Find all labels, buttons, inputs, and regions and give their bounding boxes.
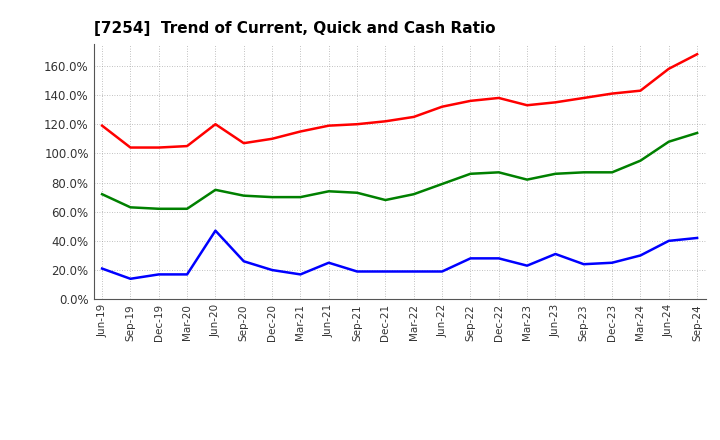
Cash Ratio: [126, 276, 135, 282]
Current Ratio: [353, 121, 361, 127]
Cash Ratio: [608, 260, 616, 265]
Quick Ratio: [580, 170, 588, 175]
Quick Ratio: [693, 130, 701, 136]
Cash Ratio: [665, 238, 673, 243]
Quick Ratio: [155, 206, 163, 212]
Quick Ratio: [608, 170, 616, 175]
Quick Ratio: [636, 158, 644, 163]
Quick Ratio: [466, 171, 474, 176]
Current Ratio: [155, 145, 163, 150]
Line: Cash Ratio: Cash Ratio: [102, 231, 697, 279]
Cash Ratio: [353, 269, 361, 274]
Current Ratio: [466, 98, 474, 103]
Current Ratio: [126, 145, 135, 150]
Quick Ratio: [126, 205, 135, 210]
Cash Ratio: [98, 266, 107, 271]
Current Ratio: [268, 136, 276, 141]
Cash Ratio: [183, 272, 192, 277]
Legend: Current Ratio, Quick Ratio, Cash Ratio: Current Ratio, Quick Ratio, Cash Ratio: [196, 438, 603, 440]
Current Ratio: [98, 123, 107, 128]
Current Ratio: [551, 100, 559, 105]
Current Ratio: [211, 121, 220, 127]
Current Ratio: [495, 95, 503, 101]
Quick Ratio: [495, 170, 503, 175]
Current Ratio: [608, 91, 616, 96]
Current Ratio: [325, 123, 333, 128]
Current Ratio: [410, 114, 418, 120]
Text: [7254]  Trend of Current, Quick and Cash Ratio: [7254] Trend of Current, Quick and Cash …: [94, 21, 495, 36]
Current Ratio: [381, 119, 390, 124]
Quick Ratio: [296, 194, 305, 200]
Cash Ratio: [523, 263, 531, 268]
Quick Ratio: [211, 187, 220, 192]
Quick Ratio: [665, 139, 673, 144]
Cash Ratio: [636, 253, 644, 258]
Current Ratio: [580, 95, 588, 101]
Current Ratio: [523, 103, 531, 108]
Line: Quick Ratio: Quick Ratio: [102, 133, 697, 209]
Quick Ratio: [98, 191, 107, 197]
Cash Ratio: [325, 260, 333, 265]
Current Ratio: [693, 51, 701, 57]
Cash Ratio: [551, 251, 559, 257]
Cash Ratio: [580, 261, 588, 267]
Quick Ratio: [551, 171, 559, 176]
Current Ratio: [665, 66, 673, 71]
Quick Ratio: [381, 198, 390, 203]
Current Ratio: [438, 104, 446, 110]
Cash Ratio: [155, 272, 163, 277]
Current Ratio: [183, 143, 192, 149]
Quick Ratio: [438, 181, 446, 187]
Current Ratio: [296, 129, 305, 134]
Quick Ratio: [523, 177, 531, 182]
Cash Ratio: [240, 259, 248, 264]
Cash Ratio: [466, 256, 474, 261]
Line: Current Ratio: Current Ratio: [102, 54, 697, 147]
Cash Ratio: [211, 228, 220, 233]
Quick Ratio: [325, 189, 333, 194]
Quick Ratio: [268, 194, 276, 200]
Cash Ratio: [438, 269, 446, 274]
Cash Ratio: [410, 269, 418, 274]
Cash Ratio: [495, 256, 503, 261]
Cash Ratio: [381, 269, 390, 274]
Cash Ratio: [268, 268, 276, 273]
Quick Ratio: [410, 191, 418, 197]
Quick Ratio: [183, 206, 192, 212]
Quick Ratio: [353, 190, 361, 195]
Quick Ratio: [240, 193, 248, 198]
Current Ratio: [636, 88, 644, 93]
Cash Ratio: [693, 235, 701, 241]
Current Ratio: [240, 140, 248, 146]
Cash Ratio: [296, 272, 305, 277]
